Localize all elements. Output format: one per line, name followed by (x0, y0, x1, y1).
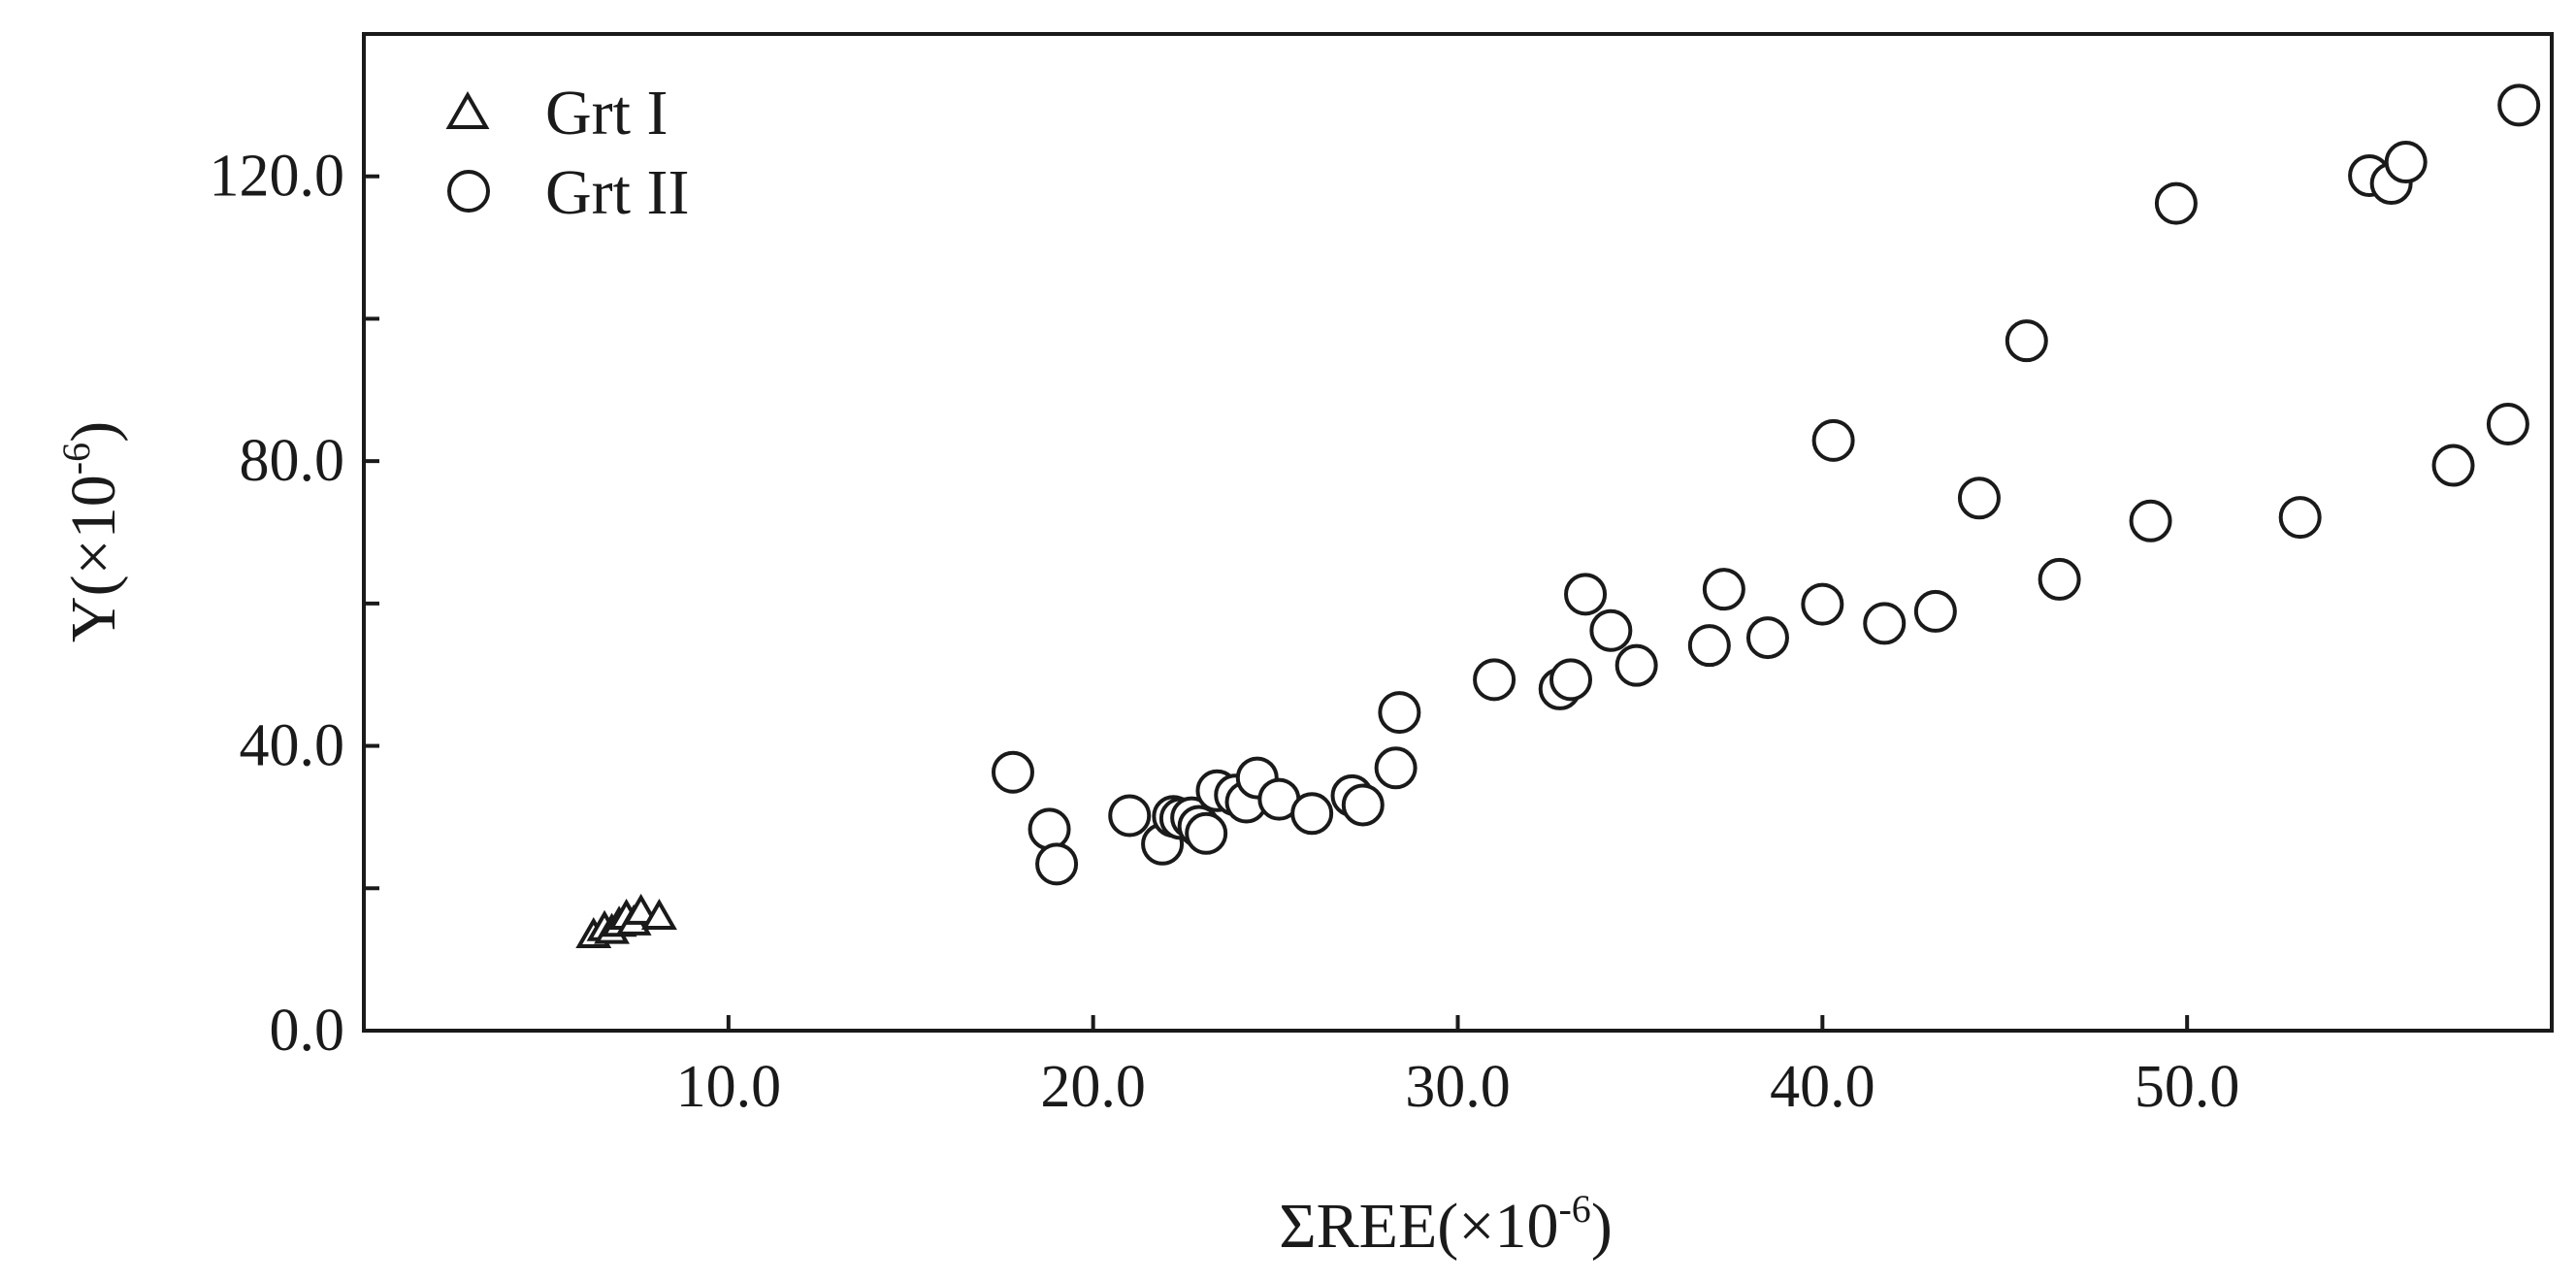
x-axis: 10.0 20.0 30.0 40.0 50.0 (676, 1015, 2240, 1120)
plot-markers (575, 83, 2541, 949)
grt-ii-point (1374, 746, 1418, 790)
grt-i-point (623, 893, 660, 925)
grt-ii-point (2038, 557, 2081, 601)
x-tick-label: 10.0 (676, 1054, 782, 1120)
legend: Grt I Grt II (445, 78, 689, 228)
x-axis-title-close: ) (1591, 1191, 1613, 1262)
grt-ii-point (2278, 496, 2322, 540)
grt-ii-point (1863, 602, 1907, 645)
grt-ii-point (1378, 691, 1421, 735)
grt-ii-point (1549, 658, 1593, 702)
grt-ii-point (1341, 783, 1385, 827)
grt-ii-point (2154, 181, 2198, 225)
grt-ii-point (1687, 624, 1731, 668)
grt-ii-point (2486, 402, 2529, 445)
legend-label-grt-ii: Grt II (545, 157, 689, 228)
plot-frame (362, 32, 2554, 1033)
legend-triangle-icon (445, 90, 490, 129)
grt-i-point (640, 898, 677, 930)
grt-ii-point (1913, 589, 1957, 633)
grt-ii-point (1589, 608, 1633, 652)
legend-item-grt-i: Grt I (445, 78, 668, 148)
grt-ii-point (1564, 573, 1608, 616)
grt-ii-point (2431, 444, 2475, 487)
grt-ii-point (1801, 582, 1844, 626)
x-tick-label: 50.0 (2135, 1054, 2240, 1120)
grt-ii-point (1702, 568, 1745, 611)
x-tick-label: 40.0 (1770, 1054, 1875, 1120)
grt-ii-point (991, 750, 1034, 794)
grt-ii-point (1745, 616, 1789, 660)
grt-ii-point (1290, 792, 1334, 836)
grt-ii-point (1035, 842, 1079, 886)
y-axis: 0.0 40.0 80.0 120.0 (210, 144, 379, 1064)
grt-ii-point (1027, 807, 1071, 851)
grt-ii-point (2497, 83, 2541, 127)
y-tick-label: 120.0 (210, 144, 345, 210)
legend-item-grt-ii: Grt II (447, 157, 689, 228)
x-axis-title-base: ΣREE(×10 (1279, 1191, 1558, 1262)
grt-ii-point (1811, 418, 1855, 462)
grt-ii-point (1108, 794, 1152, 838)
legend-label-grt-i: Grt I (545, 78, 668, 148)
x-tick-label: 30.0 (1405, 1054, 1511, 1120)
y-axis-title-exponent: -6 (54, 443, 98, 475)
grt-ii-point (2384, 141, 2428, 184)
y-tick-label: 80.0 (240, 428, 345, 494)
grt-ii-point (1473, 658, 1516, 702)
x-axis-title-exponent: -6 (1558, 1187, 1590, 1231)
x-tick-label: 20.0 (1040, 1054, 1146, 1120)
grt-ii-point (1614, 643, 1658, 687)
x-axis-title: ΣREE(×10-6) (1279, 1187, 1613, 1262)
legend-circle-icon (447, 170, 490, 213)
y-axis-title: Y(×10-6) (54, 421, 129, 642)
y-tick-label: 40.0 (240, 713, 345, 779)
y-axis-title-close: ) (58, 421, 129, 443)
grt-ii-point (2129, 499, 2172, 542)
y-axis-title-base: Y(×10 (58, 475, 129, 642)
grt-ii-point (2005, 319, 2048, 363)
grt-ii-point (1185, 811, 1228, 855)
y-tick-label: 0.0 (270, 998, 345, 1064)
grt-ii-point (1957, 477, 2001, 520)
